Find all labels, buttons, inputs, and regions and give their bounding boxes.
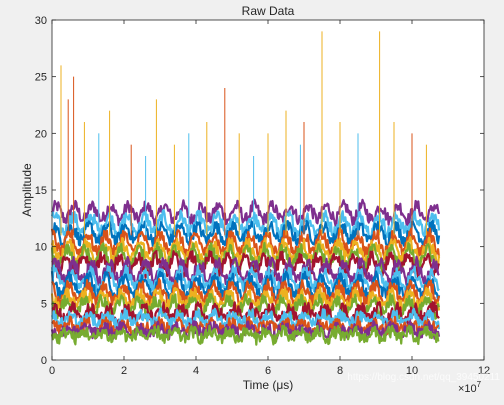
watermark: https://blog.csdn.net/qq_39450211 <box>347 372 500 383</box>
x-tick-label-0: 0 <box>49 365 55 377</box>
x-tick-label-6: 6 <box>265 365 271 377</box>
series-line-7 <box>51 250 441 280</box>
x-tick-label-4: 4 <box>193 365 199 377</box>
x-tick-label-8: 8 <box>337 365 343 377</box>
y-tick-label-5: 5 <box>41 298 47 310</box>
y-tick-label-0: 0 <box>41 355 47 367</box>
y-tick-label-30: 30 <box>35 15 47 27</box>
series-layer <box>50 198 441 346</box>
x-axis-multiplier-exponent: 7 <box>477 380 482 389</box>
y-tick-label-15: 15 <box>35 185 47 197</box>
spike-layer <box>60 31 427 236</box>
x-tick-label-10: 10 <box>406 365 418 377</box>
series-line-13 <box>50 292 441 321</box>
y-axis-title: Amplitude <box>20 163 34 217</box>
y-tick-label-10: 10 <box>35 242 47 254</box>
x-tick-label-2: 2 <box>121 365 127 377</box>
x-axis-multiplier: ×107 <box>458 380 482 395</box>
series-line-2 <box>50 208 441 240</box>
x-tick-label-12: 12 <box>478 365 490 377</box>
y-tick-label-20: 20 <box>35 128 47 140</box>
y-tick-label-25: 25 <box>35 72 47 84</box>
chart-title: Raw Data <box>242 4 295 18</box>
series-line-18 <box>50 324 440 346</box>
x-axis-multiplier-base: ×10 <box>458 383 477 395</box>
series-line-3 <box>51 219 441 247</box>
x-axis-ticks: 0 2 4 6 8 10 12 <box>49 20 490 377</box>
series-line-9 <box>50 264 440 295</box>
x-axis-title: Time (μs) <box>243 378 293 392</box>
y-axis-ticks: 0 5 10 15 20 25 30 <box>35 15 484 367</box>
